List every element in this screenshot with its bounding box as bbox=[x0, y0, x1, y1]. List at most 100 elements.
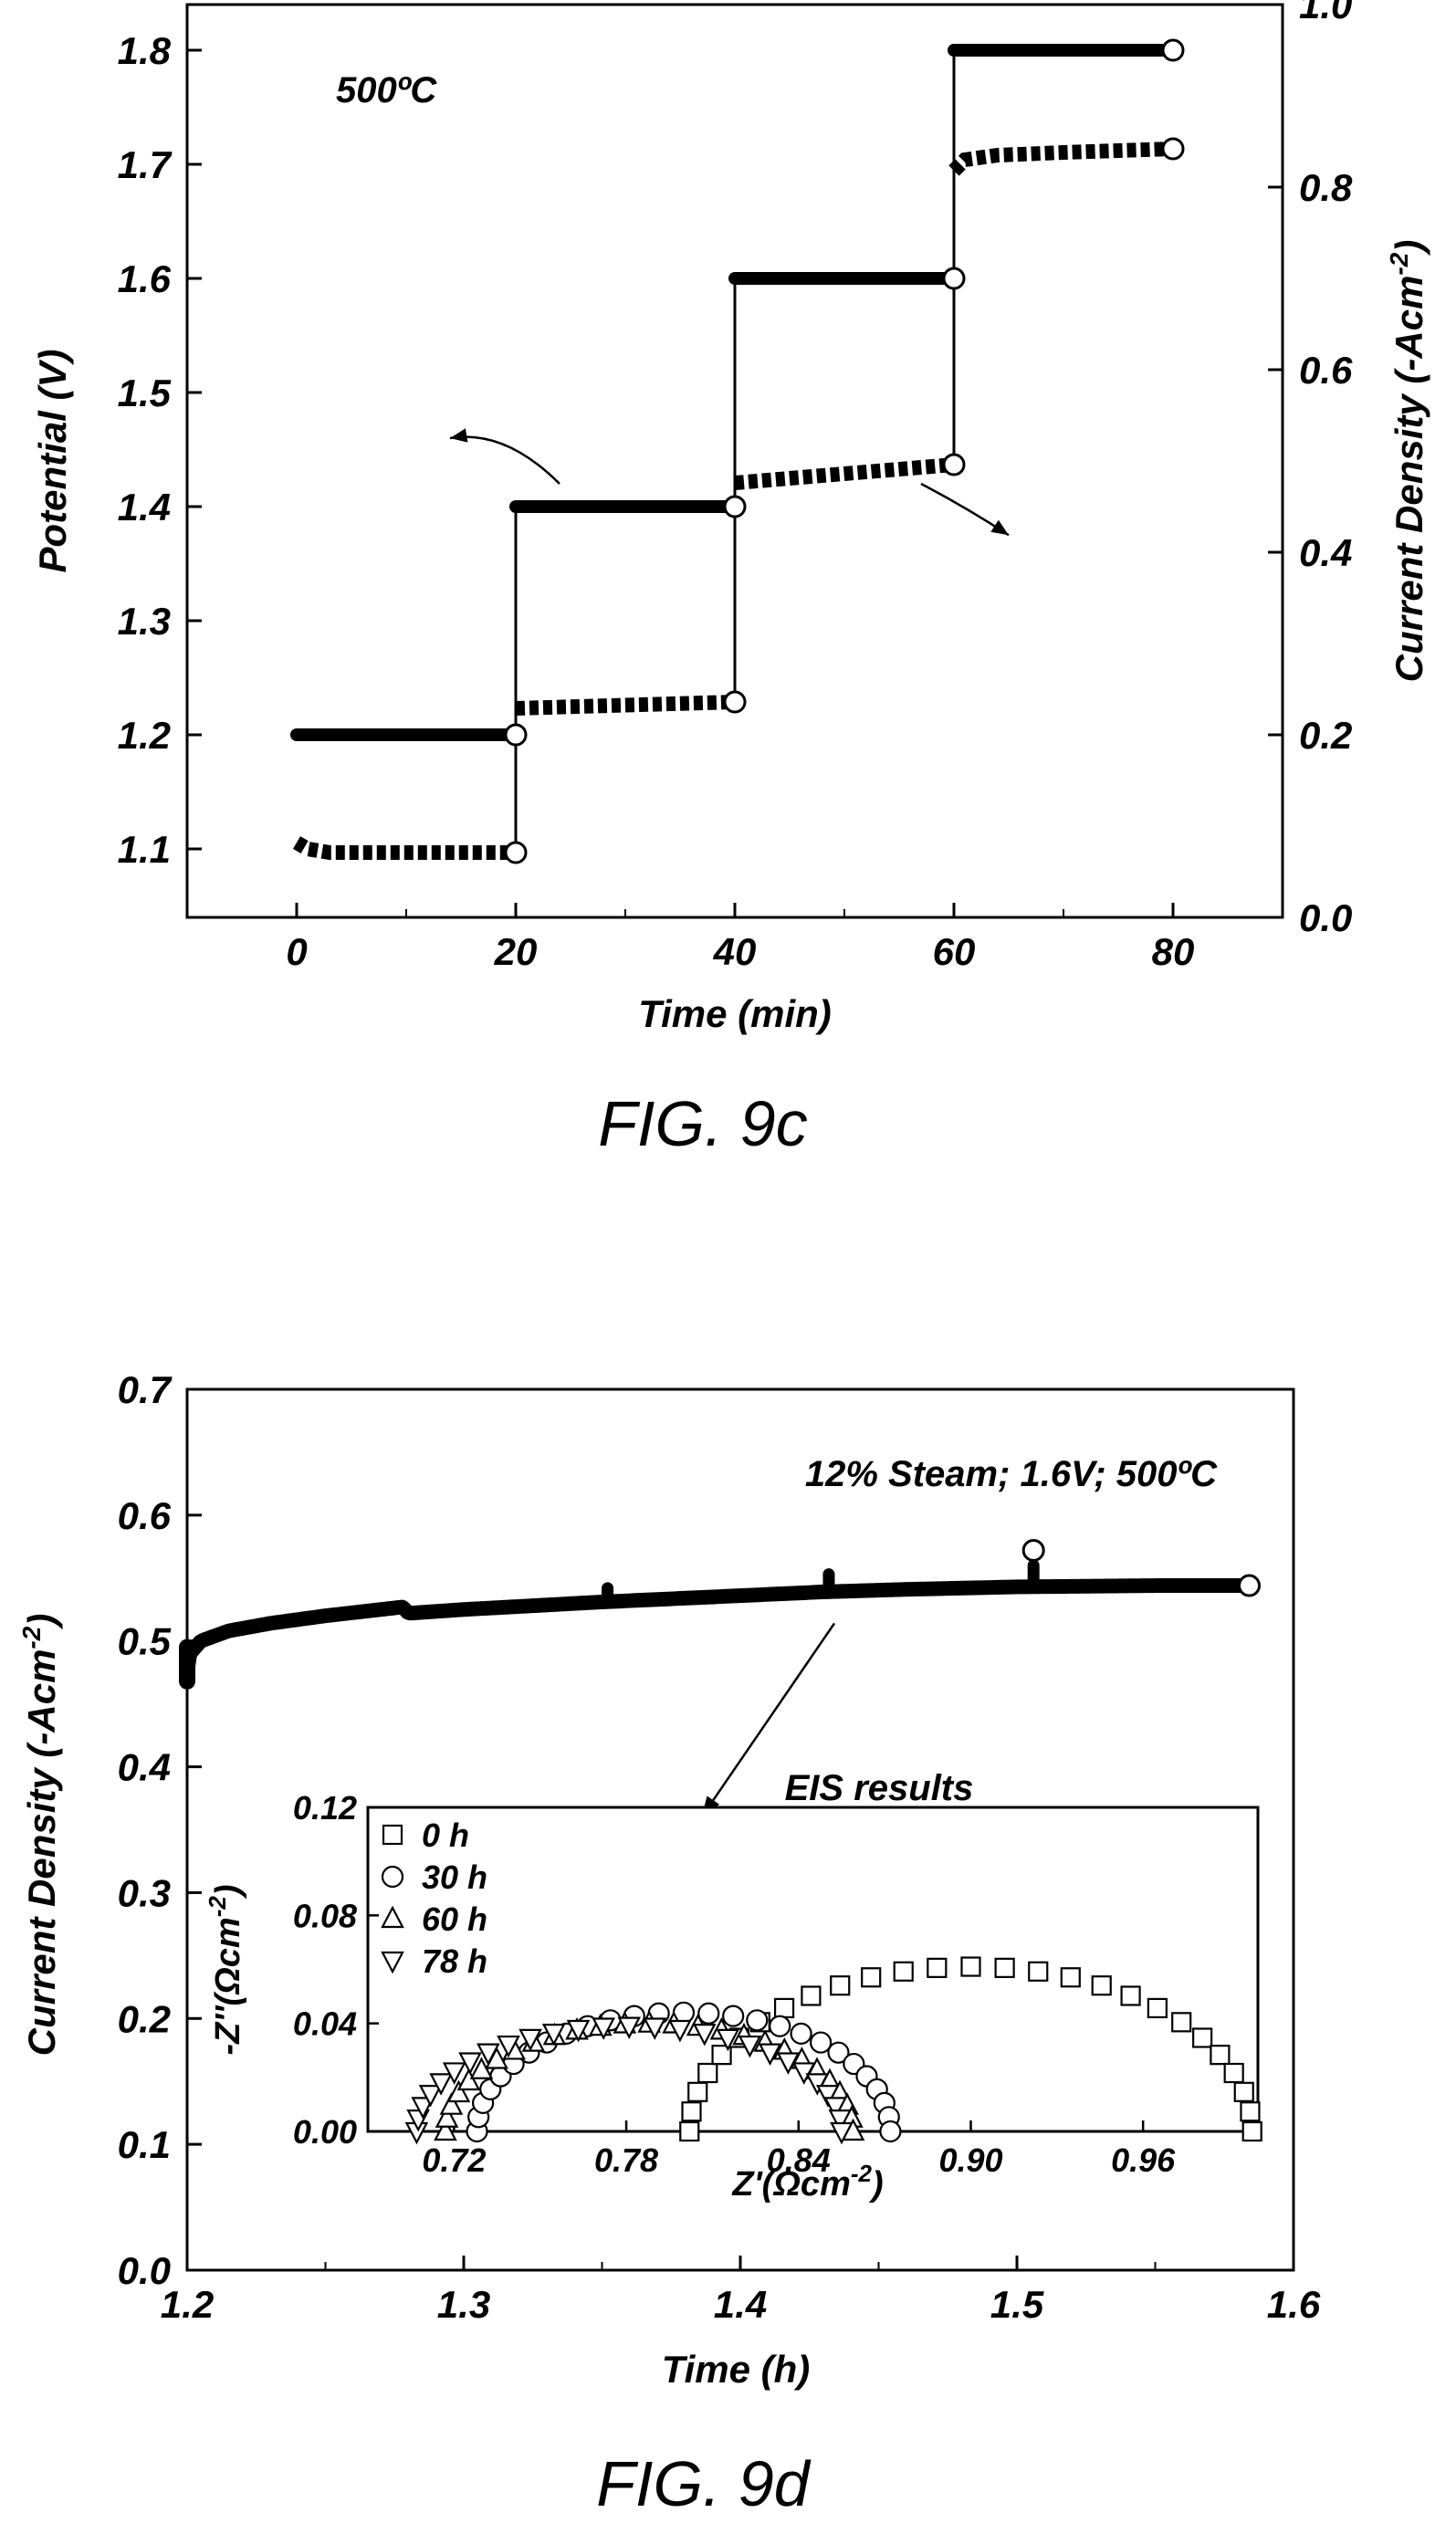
square-marker bbox=[1147, 1997, 1168, 2019]
circle-marker bbox=[810, 2031, 833, 2054]
fig9d-y-label-main: Current Density (-Acm bbox=[20, 1649, 63, 2057]
square-marker bbox=[893, 1961, 914, 1982]
current-endpoint-marker bbox=[504, 841, 528, 864]
y-tick-label: 0.4 bbox=[118, 1746, 171, 1789]
triangle-down-marker bbox=[442, 2062, 466, 2085]
y-left-tick-label: 1.1 bbox=[118, 828, 171, 871]
current-density-endpoint-marker bbox=[1238, 1574, 1262, 1597]
inset-y-label-sup: -2 bbox=[204, 1896, 231, 1918]
fig9c-y-axis-left-label: Potential (V) bbox=[31, 349, 74, 572]
y-right-tick-label: 0.4 bbox=[1299, 531, 1352, 574]
triangle-down-marker bbox=[519, 2028, 542, 2052]
inset-x-label-main: Z'(Ωcm bbox=[731, 2165, 851, 2204]
current-density-segment bbox=[292, 836, 516, 860]
triangle-down-marker bbox=[497, 2035, 520, 2058]
square-marker bbox=[681, 2101, 702, 2122]
inset-x-axis-label: Z'(Ωcm-2) bbox=[731, 2160, 883, 2204]
triangle-up-marker bbox=[381, 1905, 404, 1929]
circle-marker bbox=[697, 2002, 720, 2025]
triangle-down-marker bbox=[458, 2052, 482, 2075]
triangle-down-marker bbox=[566, 2019, 591, 2043]
triangle-up-marker bbox=[446, 2079, 471, 2103]
inset-x-tick-label: 0.72 bbox=[422, 2141, 486, 2179]
triangle-down-marker bbox=[418, 2084, 443, 2108]
y-tick-label: 0.6 bbox=[118, 1494, 172, 1537]
triangle-up-marker bbox=[434, 2118, 457, 2141]
square-marker bbox=[711, 2045, 732, 2066]
y-left-tick-label: 1.2 bbox=[118, 714, 171, 757]
legend-entry-label: 78 h bbox=[422, 1942, 487, 1980]
triangle-down-marker bbox=[823, 2097, 848, 2120]
square-marker bbox=[1171, 2012, 1192, 2033]
circle-marker bbox=[746, 2009, 769, 2032]
y-tick-label: 0.1 bbox=[118, 2123, 171, 2166]
fig9d-data-series bbox=[179, 1538, 1262, 1818]
triangle-down-marker bbox=[816, 2084, 840, 2108]
arrow-head bbox=[990, 519, 1009, 536]
x-tick-label: 1.6 bbox=[1267, 2283, 1321, 2326]
circle-marker bbox=[790, 2022, 812, 2045]
fig9d-conditions-annotation: 12% Steam; 1.6V; 500ºC bbox=[805, 1454, 1218, 1494]
square-marker bbox=[801, 1985, 822, 2006]
square-marker bbox=[1223, 2062, 1244, 2084]
square-marker bbox=[697, 2062, 718, 2084]
potential-endpoint-marker bbox=[504, 723, 528, 747]
x-tick-label: 20 bbox=[494, 930, 538, 973]
fig9c-right-label-main: Current Density (-Acm bbox=[1388, 276, 1430, 683]
axis-indicator-arrow bbox=[449, 435, 560, 485]
triangle-down-marker bbox=[429, 2073, 453, 2096]
x-tick-label: 0 bbox=[286, 930, 307, 973]
triangle-down-marker bbox=[791, 2062, 816, 2085]
triangle-down-marker bbox=[716, 2028, 740, 2052]
inset-x-label-sup: -2 bbox=[851, 2160, 873, 2187]
fig9d-y-axis-label: Current Density (-Acm-2) bbox=[17, 1614, 63, 2057]
potential-endpoint-marker bbox=[723, 495, 747, 518]
square-marker bbox=[1210, 2045, 1231, 2066]
x-tick-label: 1.5 bbox=[990, 2283, 1044, 2326]
inset-y-axis-label: -Z''(Ωcm-2) bbox=[204, 1885, 247, 2056]
circle-marker bbox=[722, 2005, 745, 2027]
square-marker bbox=[1241, 2120, 1262, 2142]
current-endpoint-marker bbox=[1161, 137, 1185, 161]
y-left-tick-label: 1.5 bbox=[118, 372, 172, 414]
square-marker bbox=[1120, 1985, 1141, 2006]
fig9d-eis-label: EIS results bbox=[785, 1768, 974, 1808]
fig9d-chart: 1.2 1.3 1.4 1.5 1.60.00.10.20.30.40.50.60.7 … bbox=[17, 1368, 1321, 2519]
arrow-head bbox=[450, 428, 468, 443]
y-right-tick-label: 0.8 bbox=[1299, 166, 1353, 209]
fig9c-right-label-sup: -2 bbox=[1385, 252, 1413, 275]
triangle-down-marker bbox=[617, 2016, 642, 2039]
current-density-curve bbox=[180, 1578, 1257, 1680]
square-marker bbox=[382, 1824, 403, 1846]
legend-entry-label: 30 h bbox=[422, 1858, 487, 1896]
triangle-down-marker bbox=[477, 2043, 500, 2067]
triangle-down-marker bbox=[692, 2024, 717, 2047]
fig9d-y-label-sup: -2 bbox=[17, 1626, 46, 1649]
triangle-down-marker bbox=[411, 2097, 435, 2120]
inset-series-triangle-down bbox=[404, 2016, 854, 2145]
fig9c-y-axis-right-label: Current Density (-Acm-2) bbox=[1385, 240, 1430, 683]
square-marker bbox=[861, 1967, 882, 1988]
fig9c-x-axis-label: Time (min) bbox=[638, 992, 832, 1035]
square-marker bbox=[1060, 1967, 1081, 1988]
y-right-tick-label: 0.6 bbox=[1299, 349, 1353, 392]
y-left-tick-label: 1.4 bbox=[118, 486, 171, 529]
current-density-segment bbox=[734, 457, 955, 490]
fig9d-eis-inset: 0.72 0.78 0.84 0.90 0.96 0.00 0.04 0.08 0.12 0 h… bbox=[204, 1789, 1262, 2204]
x-tick-label: 60 bbox=[933, 930, 976, 973]
fig9d-caption: FIG. 9d bbox=[596, 2448, 811, 2519]
inset-y-tick-label: 0.00 bbox=[293, 2113, 357, 2151]
y-left-tick-label: 1.8 bbox=[118, 29, 172, 72]
inset-y-tick-label: 0.04 bbox=[293, 2005, 357, 2043]
legend-entry-label: 60 h bbox=[422, 1900, 487, 1938]
x-tick-label: 1.3 bbox=[437, 2283, 490, 2326]
triangle-down-marker bbox=[592, 2017, 615, 2040]
y-tick-label: 0.0 bbox=[118, 2249, 171, 2292]
current-density-endpoint-marker bbox=[1021, 1538, 1045, 1562]
square-marker bbox=[994, 1957, 1015, 1978]
circle-marker bbox=[879, 2120, 902, 2143]
fig9c-right-label-end: ) bbox=[1388, 240, 1430, 256]
triangle-down-marker bbox=[668, 2019, 692, 2043]
inset-y-tick-label: 0.12 bbox=[293, 1789, 357, 1827]
y-right-tick-label: 0.0 bbox=[1299, 896, 1352, 939]
